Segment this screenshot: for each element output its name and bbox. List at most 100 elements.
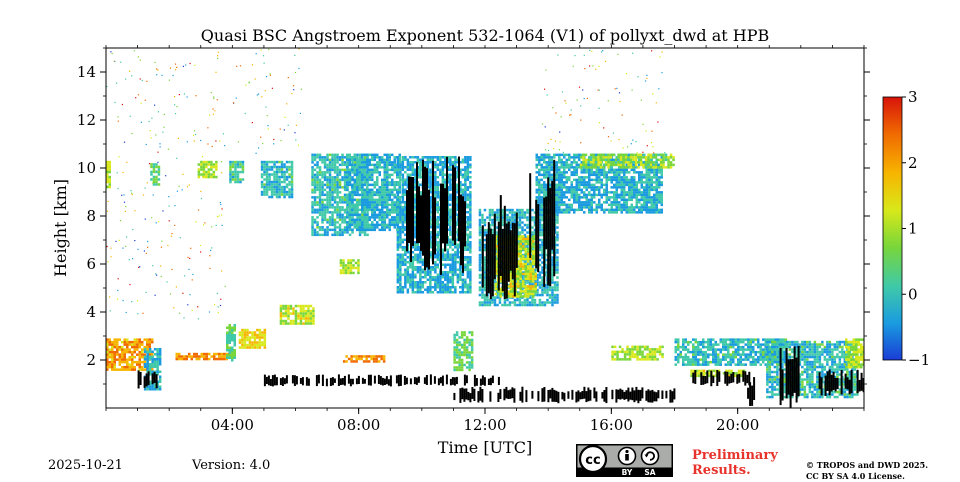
data-cell: [361, 198, 364, 202]
data-cell: [346, 173, 349, 177]
data-cell: [454, 286, 457, 289]
data-cell: [363, 166, 366, 169]
data-cell: [316, 221, 319, 224]
data-cell: [341, 201, 344, 204]
data-cell: [429, 243, 432, 246]
data-cell: [506, 303, 509, 307]
data-cell: [388, 198, 391, 202]
noise-speckle: [185, 64, 187, 66]
data-cell: [439, 168, 442, 171]
data-cell: [514, 295, 517, 298]
data-cell: [466, 193, 470, 196]
data-cell: [136, 353, 139, 356]
data-cell: [468, 338, 471, 342]
data-cell: [351, 213, 354, 217]
data-cell: [431, 156, 435, 159]
data-cell: [158, 378, 162, 381]
data-cell: [331, 211, 334, 214]
data-cell: [409, 276, 412, 279]
data-cell: [155, 163, 158, 166]
data-cell: [336, 221, 339, 224]
data-cell: [231, 165, 235, 169]
data-cell: [378, 161, 381, 164]
data-cell: [419, 266, 422, 269]
noise-speckle: [584, 68, 586, 70]
noise-speckle: [603, 127, 605, 129]
data-cell: [441, 271, 445, 274]
data-cell: [158, 353, 162, 356]
data-cell: [416, 158, 420, 161]
data-cell: [416, 286, 420, 289]
data-cell: [358, 158, 362, 162]
noise-speckle: [255, 152, 257, 154]
data-cell: [343, 193, 347, 197]
noise-speckle: [265, 76, 268, 78]
data-cell: [215, 352, 218, 356]
data-cell: [451, 256, 455, 259]
data-cell: [284, 319, 288, 323]
data-cell: [416, 281, 420, 284]
data-cell: [153, 360, 157, 363]
data-cell: [478, 226, 482, 229]
data-cell: [509, 280, 512, 283]
data-cell: [518, 298, 522, 302]
data-cell: [341, 178, 344, 182]
data-cell: [328, 171, 332, 174]
data-cell: [391, 166, 394, 169]
data-cell: [391, 193, 394, 197]
data-cell: [283, 185, 286, 189]
data-cell: [481, 213, 484, 217]
data-cell: [328, 183, 332, 187]
data-cell: [456, 243, 460, 246]
data-cell: [519, 287, 522, 291]
data-cell: [178, 355, 181, 358]
data-cell: [429, 186, 432, 189]
data-cell: [469, 291, 472, 294]
noise-speckle: [179, 237, 181, 239]
data-cell: [469, 198, 472, 201]
data-cell: [391, 181, 394, 184]
data-cell: [436, 273, 440, 276]
data-cell: [464, 166, 467, 169]
noise-speckle: [123, 201, 126, 203]
data-cell: [483, 266, 487, 269]
data-cell: [404, 258, 407, 261]
data-cell: [383, 223, 386, 227]
noise-speckle: [664, 152, 666, 154]
data-cell: [388, 211, 391, 214]
data-cell: [429, 203, 432, 206]
data-cell: [481, 288, 484, 292]
data-cell: [178, 352, 181, 356]
data-cell: [382, 355, 386, 358]
data-cell: [352, 266, 355, 270]
data-cell: [338, 226, 342, 229]
data-cell: [368, 168, 371, 172]
data-cell: [434, 181, 437, 184]
data-cell: [491, 298, 494, 302]
data-cell: [381, 216, 384, 219]
data-cell: [220, 357, 223, 361]
noise-speckle: [121, 103, 123, 106]
noise-speckle: [197, 318, 199, 320]
data-cell: [393, 193, 396, 197]
data-cell: [496, 231, 499, 234]
data-cell: [509, 287, 512, 291]
noise-speckle: [173, 307, 175, 309]
data-cell: [464, 183, 467, 186]
data-cell: [456, 268, 460, 271]
data-cell: [202, 173, 206, 176]
data-cell: [136, 343, 139, 346]
data-cell: [519, 295, 522, 298]
data-cell: [366, 233, 369, 237]
data-cell: [449, 223, 452, 226]
data-cell: [406, 183, 410, 186]
data-cell: [508, 226, 512, 229]
noise-speckle: [124, 210, 126, 212]
noise-speckle: [125, 311, 127, 314]
data-cell: [283, 193, 286, 196]
data-cell: [459, 181, 462, 184]
data-cell: [370, 355, 373, 358]
data-cell: [151, 340, 154, 344]
data-cell: [406, 173, 410, 176]
data-cell: [519, 260, 522, 263]
